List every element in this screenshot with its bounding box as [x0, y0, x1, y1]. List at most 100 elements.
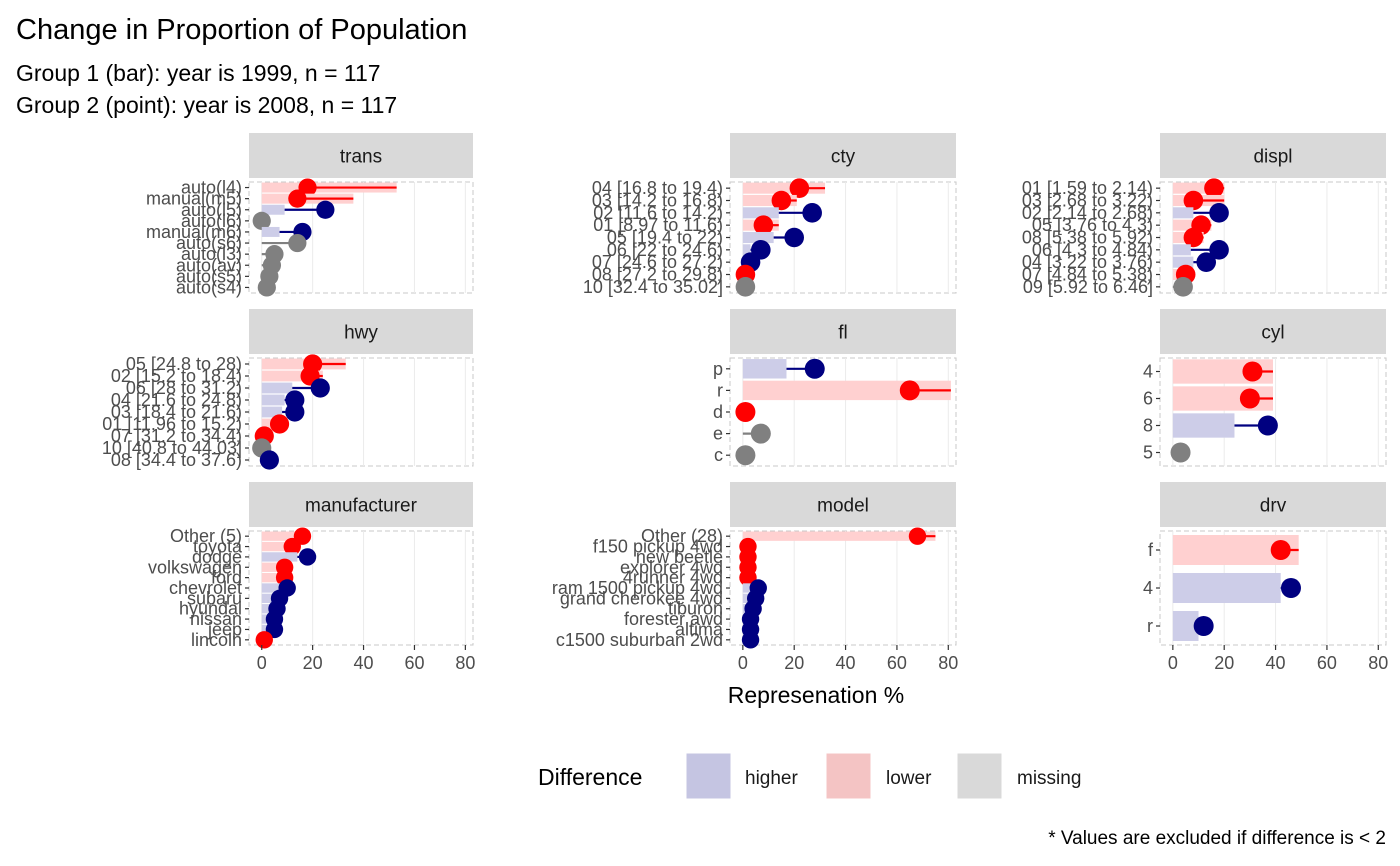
- legend-title: Difference: [538, 764, 642, 790]
- facet-drv: drv f 4 r0 20 40 60 80: [1143, 482, 1388, 673]
- x-axis-title: Represenation %: [728, 682, 904, 708]
- facet-hwy: hwy 05 [24.8 to 28)02 [15.2 to 18.4)06 [2…: [102, 309, 474, 470]
- point: [269, 414, 290, 434]
- point: [1270, 540, 1291, 560]
- y-tick-label: c1500 suburban 2wd: [556, 630, 723, 650]
- y-tick-label: d: [713, 402, 723, 422]
- bar: [261, 583, 283, 593]
- facet-strip-label: trans: [340, 147, 382, 168]
- bar: [742, 531, 936, 541]
- x-tick-label: 0: [738, 653, 748, 673]
- y-tick-label: toyota: [193, 537, 243, 557]
- point: [1280, 578, 1301, 598]
- y-tick-label: forester awd: [624, 609, 723, 629]
- bar: [742, 583, 751, 593]
- y-tick-label: 4runner 4wd: [623, 568, 723, 588]
- y-tick-label: 06 [4.3 to 4.84): [1032, 240, 1153, 260]
- y-tick-label: 5: [1143, 443, 1153, 463]
- facet-strip: [249, 482, 473, 527]
- y-tick-label: Other (5): [170, 526, 242, 546]
- x-tick-label: 0: [1168, 653, 1178, 673]
- legend-key-lower: [825, 752, 872, 800]
- legend-label-higher: higher: [745, 768, 798, 789]
- point: [804, 358, 825, 379]
- x-tick-label: 40: [1266, 653, 1286, 673]
- chart-title: Change in Proportion of Population: [16, 14, 467, 46]
- y-tick-label: hyundai: [179, 599, 242, 619]
- facet-strip: [730, 133, 956, 178]
- y-tick-label: 04 [3.22 to 3.76): [1022, 252, 1153, 272]
- y-tick-label: subaru: [187, 588, 242, 608]
- panel-border: [248, 181, 474, 294]
- y-tick-label: 02 [2.14 to 2.68): [1022, 203, 1153, 223]
- bar: [742, 359, 787, 379]
- y-tick-label: 01 [11.96 to 15.2): [102, 414, 242, 434]
- y-tick-label: 4: [1143, 578, 1153, 598]
- y-tick-label: nissan: [190, 609, 242, 629]
- y-tick-label: 05 [19.4 to 22): [607, 228, 723, 248]
- facet-panels: transauto(l4)manual(m5)auto(l5)auto(l6)m…: [102, 133, 1388, 673]
- point: [1257, 415, 1278, 436]
- bar: [742, 182, 826, 194]
- y-tick-label: 07 [24.6 to 27.2): [592, 252, 723, 272]
- x-tick-label: 20: [1214, 653, 1234, 673]
- y-tick-label: auto(l4): [181, 178, 242, 198]
- y-tick-label: manual(m6): [146, 222, 242, 242]
- legend: Difference higher lower missing: [538, 752, 1081, 800]
- point: [784, 227, 804, 248]
- facet-strip: [730, 482, 956, 527]
- x-tick-label: 60: [1317, 653, 1337, 673]
- y-tick-label: f150 pickup 4wd: [593, 537, 723, 557]
- point: [771, 190, 792, 211]
- y-tick-label: 07 [31.2 to 34.4): [111, 426, 242, 446]
- y-tick-label: 03 [2.68 to 3.22): [1022, 191, 1153, 211]
- bar: [1172, 182, 1225, 194]
- y-tick-label: 06 [28 to 31.2): [126, 378, 242, 398]
- point: [1183, 190, 1204, 211]
- y-tick-label: ram 1500 pickup 4wd: [552, 578, 723, 598]
- bar: [1172, 244, 1191, 256]
- y-tick-label: 10 [32.4 to 35.02]: [583, 277, 723, 297]
- y-tick-label: tiburon: [668, 599, 723, 619]
- point: [252, 211, 271, 230]
- bar: [742, 380, 951, 401]
- y-tick-label: 10 [40.8 to 44.03]: [102, 438, 242, 458]
- y-tick-label: chevrolet: [169, 578, 242, 598]
- point: [259, 450, 279, 470]
- y-tick-label: auto(s4): [176, 277, 242, 297]
- facet-strip: [730, 309, 956, 354]
- y-tick-label: 05 [3.76 to 4.3): [1032, 215, 1153, 235]
- bar: [1172, 573, 1281, 603]
- facet-strip: [249, 133, 473, 178]
- x-tick-label: 40: [354, 653, 374, 673]
- y-tick-label: manual(m5): [146, 189, 242, 209]
- y-tick-label: auto(s5): [176, 266, 242, 286]
- y-tick-label: 05 [24.8 to 28): [126, 354, 242, 374]
- bar: [261, 406, 283, 418]
- legend-label-lower: lower: [886, 768, 932, 789]
- point: [1193, 616, 1214, 636]
- facet-strip-label: displ: [1253, 147, 1292, 168]
- bar: [261, 593, 275, 604]
- y-tick-label: r: [1147, 616, 1153, 636]
- point: [316, 200, 335, 219]
- y-tick-label: explorer 4wd: [620, 557, 723, 577]
- point: [1204, 178, 1224, 198]
- y-tick-label: f: [1148, 540, 1154, 560]
- facet-strip-label: manufacturer: [305, 496, 418, 517]
- point: [285, 402, 305, 422]
- x-tick-label: 20: [784, 653, 804, 673]
- point: [908, 527, 927, 545]
- point: [298, 548, 317, 566]
- facet-strip-label: cty: [831, 147, 856, 168]
- y-tick-label: 07 [4.84 to 5.38): [1022, 265, 1153, 285]
- panel-border: [1159, 530, 1387, 646]
- y-tick-label: 08 [5.38 to 5.92): [1022, 228, 1153, 248]
- facet-strip-label: fl: [838, 323, 848, 344]
- y-tick-label: 04 [16.8 to 19.4): [592, 178, 723, 198]
- point: [753, 215, 774, 235]
- y-tick-label: auto(l6): [181, 211, 242, 231]
- y-tick-label: Other (28): [641, 526, 723, 546]
- y-tick-label: 01 [8.97 to 11.6): [593, 215, 723, 235]
